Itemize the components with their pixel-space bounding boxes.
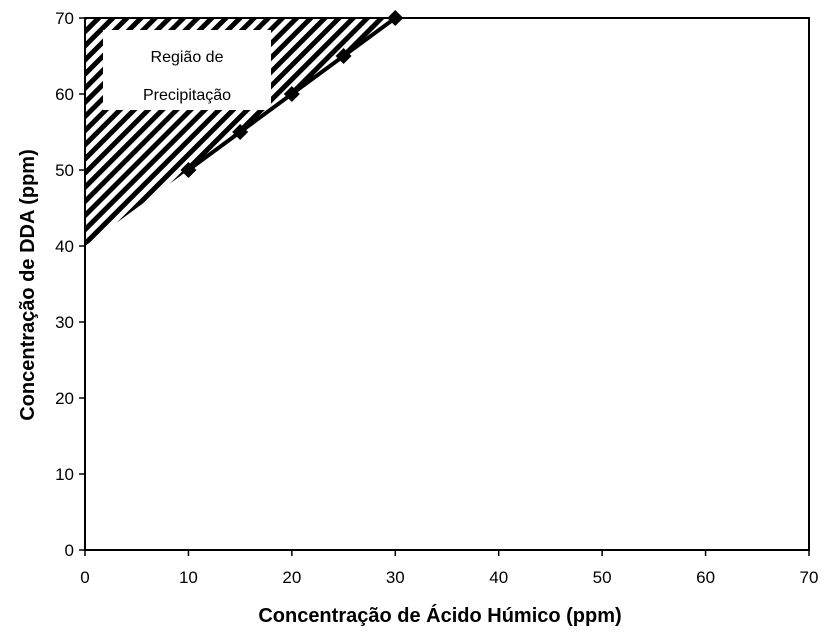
x-axis-title: Concentração de Ácido Húmico (ppm) [258, 604, 621, 627]
data-point-marker [232, 124, 249, 140]
y-tick-label: 40 [55, 237, 74, 256]
x-tick-label: 20 [282, 568, 301, 587]
data-point-marker [283, 86, 300, 102]
y-tick-label: 50 [55, 161, 74, 180]
plot-area: Região de Precipitação 0 10 20 30 40 50 60 70 0 1… [55, 9, 818, 587]
data-point-marker [335, 48, 352, 64]
y-tick-label: 70 [55, 9, 74, 28]
region-label-line1: Região de [151, 49, 224, 66]
axis-ticks: 0 10 20 30 40 50 60 70 0 10 20 30 40 50 60 70 [55, 9, 818, 587]
y-axis-title: Concentração de DDA (ppm) [17, 149, 39, 421]
x-tick-label: 0 [80, 568, 89, 587]
series [180, 10, 404, 178]
data-point-marker [180, 162, 197, 178]
x-tick-label: 10 [179, 568, 198, 587]
data-point-marker [387, 10, 404, 26]
x-tick-label: 60 [696, 568, 715, 587]
y-tick-label: 20 [55, 389, 74, 408]
y-tick-label: 0 [65, 541, 74, 560]
y-tick-label: 60 [55, 85, 74, 104]
x-tick-label: 40 [489, 568, 508, 587]
region-label-box [103, 30, 271, 110]
plot-frame [84, 17, 810, 551]
x-tick-label: 50 [593, 568, 612, 587]
x-tick-label: 30 [386, 568, 405, 587]
region-label-line2: Precipitação [143, 87, 231, 104]
x-tick-label: 70 [800, 568, 819, 587]
y-tick-label: 30 [55, 313, 74, 332]
y-tick-label: 10 [55, 465, 74, 484]
